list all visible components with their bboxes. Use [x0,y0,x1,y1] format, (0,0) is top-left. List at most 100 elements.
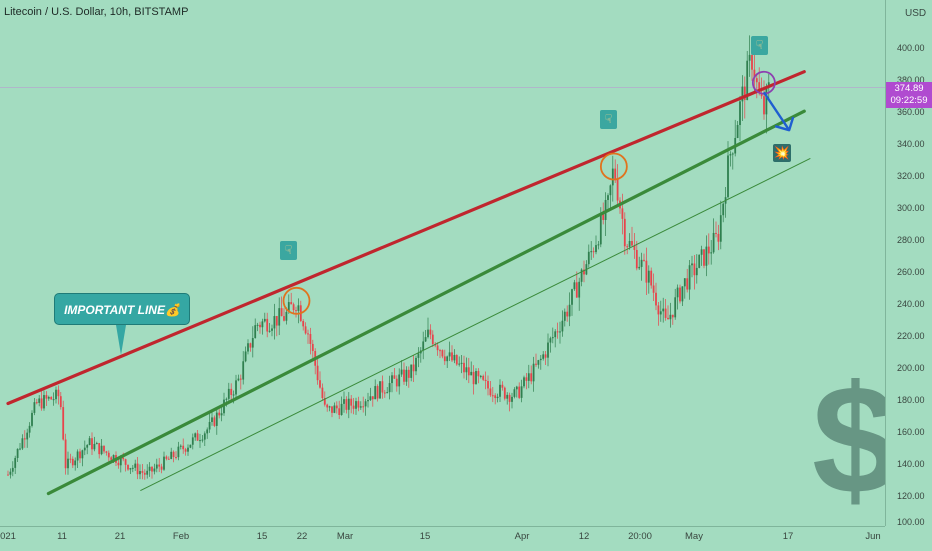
candle-body [527,373,530,381]
candle-body [11,467,14,472]
candle-body [124,459,127,465]
candle-body [403,369,405,382]
candle-body [731,153,734,155]
candle-body [129,468,132,470]
candle-body [662,308,665,312]
candle-body [443,356,446,362]
candle-body [758,82,761,94]
time-tick-label: Apr [514,531,530,542]
candle-body [547,342,549,358]
candle-body [199,440,201,442]
candle-body [31,412,33,426]
candle-body [412,364,415,372]
candle-body [703,249,705,266]
candle-body [64,439,67,469]
candle-body [439,350,441,352]
candle-body [407,369,410,378]
candle-body [479,375,482,377]
candle-body [81,450,84,459]
resistance-trendline [6,70,806,406]
currency-label: USD [905,8,927,19]
pointer-hand-icon: ☟ [280,241,297,260]
candle-body [91,438,93,450]
candle-body [511,396,513,402]
candle-body [239,378,242,380]
callout-pointer-tail [116,325,126,355]
explosion-icon: 💥 [773,144,791,162]
candle-body [683,278,686,287]
candle-body [278,308,281,326]
candle-body [729,154,732,156]
candle-body [259,324,261,328]
candle-body [88,438,91,446]
candle-body [568,304,571,317]
candle-body [69,458,72,460]
candle-body [602,214,605,220]
candle-body [139,471,141,475]
candle-body [352,405,355,409]
candle-body [117,462,120,466]
candle-body [203,433,206,440]
candle-body [52,399,55,401]
candle-body [671,314,674,318]
candle-body [739,101,741,126]
candle-body [359,406,362,408]
candle-body [153,468,156,472]
candle-body [151,466,153,472]
candle-body [146,470,149,475]
time-tick-label: 20:00 [628,531,652,542]
candle-body [592,251,595,253]
candle-body [393,375,396,379]
candle-body [292,304,295,311]
candle-body [559,331,561,333]
symbol-header[interactable]: Litecoin / U.S. Dollar, 10h, BITSTAMP [4,6,189,18]
time-tick-label: Feb [172,531,190,542]
candle-body [631,241,633,246]
candle-body [100,445,103,455]
important-line-callout[interactable]: IMPORTANT LINE💰 [54,293,190,325]
candle-body [698,254,701,268]
candle-body [551,337,554,339]
time-axis[interactable] [0,526,885,551]
candle-body [705,246,708,266]
candle-body [194,433,197,438]
candle-body [227,388,230,399]
candle-body [647,270,650,283]
peak-marker-circle [599,152,628,181]
candle-body [136,463,139,475]
candle-body [607,195,609,201]
candle-body [323,397,326,405]
candle-body [691,263,693,266]
candle-body [362,406,365,408]
candle-body [590,251,593,253]
candle-body [182,445,185,450]
candle-body [465,367,468,373]
candle-body [621,208,624,219]
candle-body [431,334,434,345]
candle-body [563,311,566,321]
candle-body [211,417,213,423]
candle-body [746,60,749,100]
candle-body [35,402,38,404]
candle-body [21,438,24,449]
candle-body [319,380,321,388]
candle-body [218,412,221,416]
candle-body [544,354,547,358]
price-tick-label: 260.00 [897,267,925,277]
candle-body [755,78,758,83]
candle-body [158,464,161,467]
candle-body [50,397,53,400]
candle-body [266,318,269,332]
candle-body [297,305,300,311]
candle-body [316,365,319,381]
candle-body [357,401,360,408]
candle-body [311,343,314,351]
candle-body [597,244,600,246]
candle-body [155,464,158,469]
time-tick-label: 17 [782,531,794,542]
candle-body [55,389,57,400]
price-chart[interactable] [0,0,885,526]
candle-body [184,449,187,452]
chart-area[interactable] [0,0,885,526]
time-tick-label: Mar [336,531,354,542]
